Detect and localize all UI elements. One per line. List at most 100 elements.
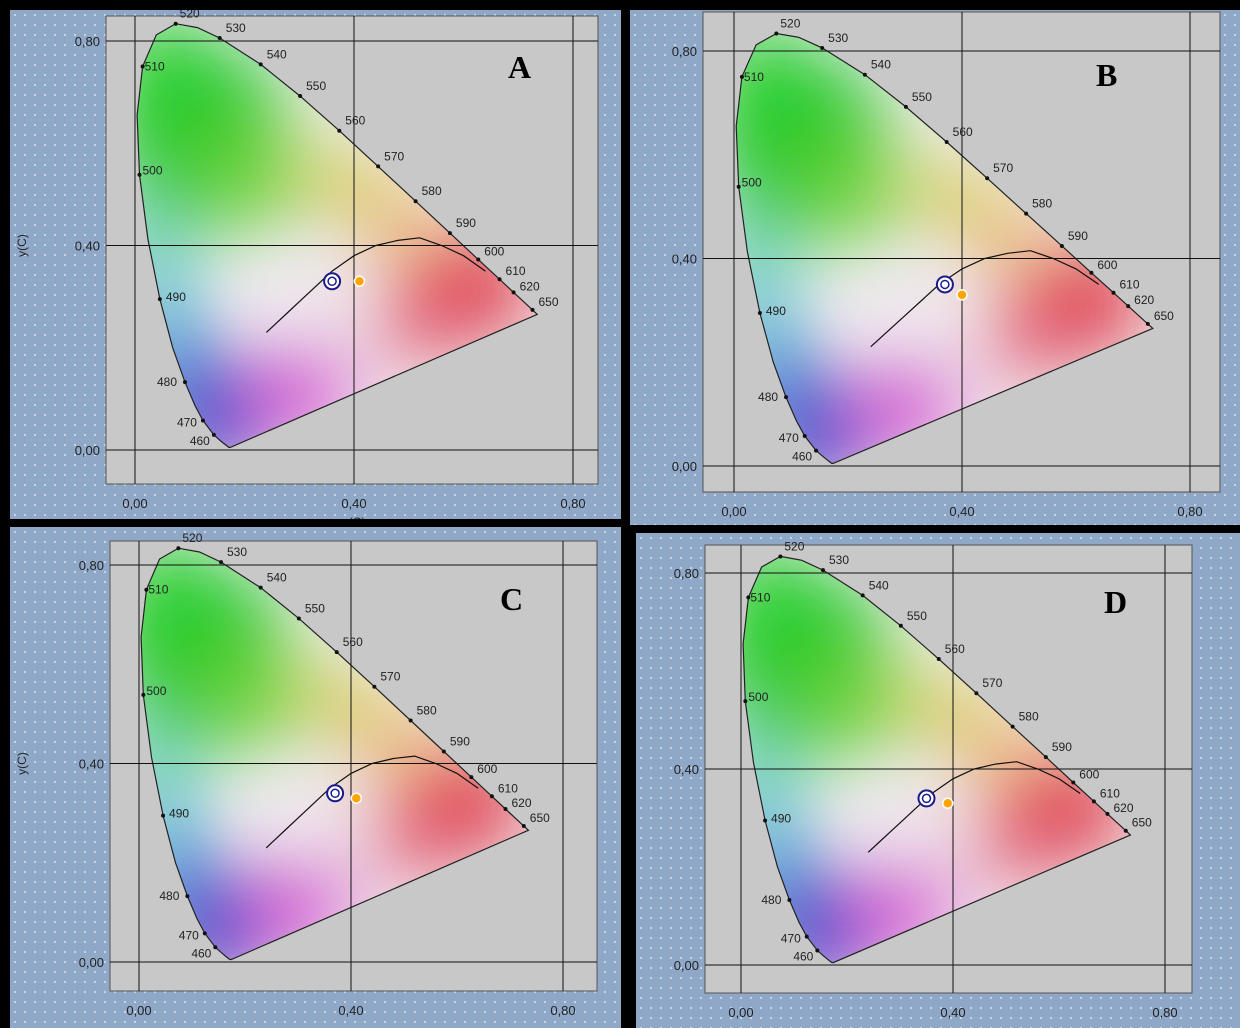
locus-point <box>298 94 303 99</box>
locus-point <box>763 818 768 823</box>
wavelength-label: 620 <box>1134 293 1154 307</box>
locus-point <box>376 164 381 169</box>
locus-point <box>141 692 146 697</box>
panel-label: D <box>1104 584 1127 620</box>
wavelength-label: 510 <box>148 583 168 597</box>
locus-point <box>814 448 819 453</box>
locus-point <box>787 897 792 902</box>
wavelength-label: 480 <box>761 893 781 907</box>
locus-point <box>408 718 413 723</box>
locus-point <box>521 824 526 829</box>
spectral-locus <box>140 547 530 961</box>
locus-point <box>1123 828 1128 833</box>
wavelength-label: 470 <box>177 415 197 429</box>
locus-point <box>447 231 452 236</box>
locus-point <box>1010 724 1015 729</box>
x-tick-label: 0,00 <box>721 504 746 519</box>
wavelength-label: 610 <box>506 264 526 278</box>
x-axis-label: x(C) <box>343 515 366 519</box>
x-tick-label: 0,40 <box>341 496 366 511</box>
locus-point <box>944 140 949 145</box>
locus-point <box>334 650 339 655</box>
panel-label: C <box>500 581 523 617</box>
spectral-locus <box>735 32 1154 464</box>
panel-label: B <box>1096 57 1117 93</box>
locus-point <box>784 395 789 400</box>
locus-point <box>469 775 474 780</box>
locus-point <box>985 176 990 181</box>
locus-point <box>372 684 377 689</box>
locus-point <box>736 184 741 189</box>
sample-dot-marker <box>941 797 954 810</box>
wavelength-label: 520 <box>784 539 804 553</box>
locus-point <box>1111 290 1116 295</box>
locus-point <box>202 931 207 936</box>
locus-point <box>757 310 762 315</box>
locus-point <box>173 21 178 26</box>
locus-point <box>820 568 825 573</box>
wavelength-label: 590 <box>1068 229 1088 243</box>
locus-point <box>1126 304 1131 309</box>
locus-point <box>157 297 162 302</box>
locus-point <box>476 257 481 262</box>
wavelength-label: 550 <box>305 601 325 615</box>
locus-point <box>1091 799 1096 804</box>
x-tick-label: 0,00 <box>126 1003 151 1018</box>
y-tick-label: 0,00 <box>79 955 104 970</box>
locus-point <box>1089 270 1094 275</box>
cie-chart-svg: 460 470 480 490 500 510 520 530 540 550 560 570 580 5… <box>15 10 599 519</box>
locus-point <box>258 585 263 590</box>
locus-point <box>815 948 820 953</box>
sample-dot-marker <box>956 289 968 301</box>
wavelength-label: 570 <box>993 161 1013 175</box>
locus-point <box>511 290 516 295</box>
wavelength-label: 550 <box>912 90 932 104</box>
wavelength-label: 460 <box>190 434 210 448</box>
locus-point <box>489 794 494 799</box>
cie-chart-svg: 460 470 480 490 500 510 520 530 540 550 560 570 580 5… <box>672 11 1221 519</box>
wavelength-label: 600 <box>484 245 504 259</box>
wavelength-label: 500 <box>742 176 762 190</box>
planckian-locus <box>265 755 479 849</box>
sample-dot-marker <box>353 275 366 288</box>
wavelength-label: 570 <box>384 149 404 163</box>
locus-point <box>1059 243 1064 248</box>
locus-point <box>182 380 187 385</box>
wavelength-label: 510 <box>145 59 165 73</box>
locus-point <box>774 31 779 36</box>
sample-ring-marker <box>917 789 936 808</box>
wavelength-label: 590 <box>450 734 470 748</box>
sample-dot-marker <box>350 792 363 804</box>
locus-point <box>802 434 807 439</box>
locus-point <box>217 35 222 40</box>
locus-point <box>213 945 218 950</box>
sample-ring-marker <box>323 272 342 291</box>
y-tick-label: 0,40 <box>75 239 100 254</box>
x-tick-label: 0,00 <box>728 1005 753 1020</box>
wavelength-label: 490 <box>166 290 186 304</box>
y-axis-label: y(C) <box>15 234 29 257</box>
locus-point <box>743 699 748 704</box>
sample-ring-inner <box>327 276 337 287</box>
x-tick-label: 0,80 <box>560 496 585 511</box>
locus-point <box>1043 755 1048 760</box>
wavelength-label: 520 <box>780 16 800 30</box>
wavelength-label: 530 <box>828 31 848 45</box>
wavelength-label: 560 <box>343 635 363 649</box>
panel-label: A <box>508 49 531 85</box>
cie-chart-svg: 460 470 480 490 500 510 520 530 540 550 560 570 580 5… <box>674 539 1193 1020</box>
locus-point <box>778 554 783 559</box>
locus-point <box>1024 211 1029 216</box>
wavelength-label: 470 <box>179 928 199 942</box>
sample-ring-inner <box>940 279 950 290</box>
wavelength-label: 500 <box>748 690 768 704</box>
wavelength-label: 480 <box>157 375 177 389</box>
locus-point <box>898 623 903 628</box>
wavelength-label: 480 <box>159 889 179 903</box>
y-tick-label: 0,00 <box>674 958 699 973</box>
wavelength-label: 550 <box>907 609 927 623</box>
wavelength-label: 560 <box>345 114 365 128</box>
wavelength-label: 540 <box>871 58 891 72</box>
spectral-locus <box>136 23 539 448</box>
wavelength-label: 610 <box>1100 786 1120 800</box>
